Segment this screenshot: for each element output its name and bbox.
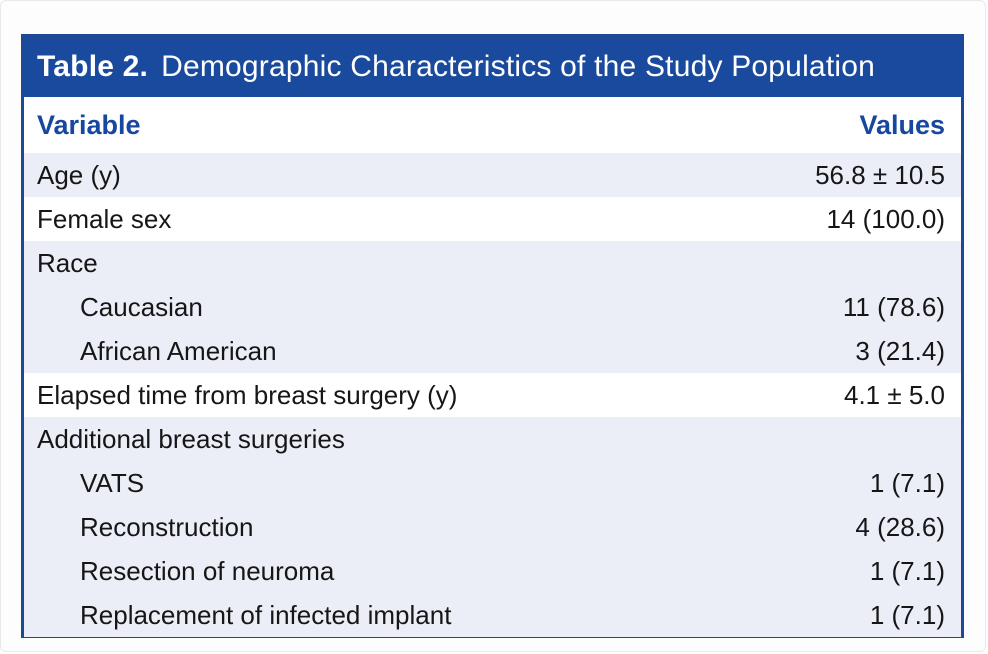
row-value: 1 (7.1) bbox=[869, 555, 945, 586]
column-header-row: Variable Values bbox=[24, 97, 961, 153]
row-value: 1 (7.1) bbox=[869, 599, 945, 630]
table-row-resection-neuroma: Resection of neuroma 1 (7.1) bbox=[24, 549, 961, 593]
table-row-additional-surgeries: Additional breast surgeries bbox=[24, 417, 961, 461]
table-number: Table 2. bbox=[37, 50, 149, 83]
row-label: Reconstruction bbox=[80, 511, 254, 542]
table-row-female-sex: Female sex 14 (100.0) bbox=[24, 197, 961, 241]
demographics-table: Table 2. Demographic Characteristics of … bbox=[21, 34, 964, 638]
row-label: African American bbox=[80, 335, 277, 366]
row-value: 11 (78.6) bbox=[842, 291, 945, 322]
table-row-vats: VATS 1 (7.1) bbox=[24, 461, 961, 505]
table-row-caucasian: Caucasian 11 (78.6) bbox=[24, 285, 961, 329]
row-label: Female sex bbox=[37, 203, 172, 234]
row-value: 4.1 ± 5.0 bbox=[843, 379, 945, 410]
table-title: Demographic Characteristics of the Study… bbox=[161, 50, 875, 83]
table-row-replacement-implant: Replacement of infected implant 1 (7.1) bbox=[24, 593, 961, 637]
row-label: Replacement of infected implant bbox=[80, 599, 452, 630]
table-row-african-american: African American 3 (21.4) bbox=[24, 329, 961, 373]
row-label: Elapsed time from breast surgery (y) bbox=[37, 379, 458, 410]
row-label: Caucasian bbox=[80, 291, 203, 322]
row-value: 3 (21.4) bbox=[855, 335, 945, 366]
row-label: Resection of neuroma bbox=[80, 555, 335, 586]
table-row-elapsed-time: Elapsed time from breast surgery (y) 4.1… bbox=[24, 373, 961, 417]
row-label: Age (y) bbox=[37, 159, 121, 190]
row-value: 1 (7.1) bbox=[869, 467, 945, 498]
row-label: Race bbox=[37, 247, 98, 278]
row-value: 56.8 ± 10.5 bbox=[815, 159, 945, 190]
row-value: 14 (100.0) bbox=[826, 203, 945, 234]
table-title-bar: Table 2. Demographic Characteristics of … bbox=[24, 37, 961, 97]
row-label: Additional breast surgeries bbox=[37, 423, 345, 454]
column-header-values: Values bbox=[859, 109, 945, 140]
table-row-age: Age (y) 56.8 ± 10.5 bbox=[24, 153, 961, 197]
row-value: 4 (28.6) bbox=[855, 511, 945, 542]
row-label: VATS bbox=[80, 467, 145, 498]
column-header-variable: Variable bbox=[37, 109, 141, 140]
table-row-reconstruction: Reconstruction 4 (28.6) bbox=[24, 505, 961, 549]
table-row-race: Race bbox=[24, 241, 961, 285]
